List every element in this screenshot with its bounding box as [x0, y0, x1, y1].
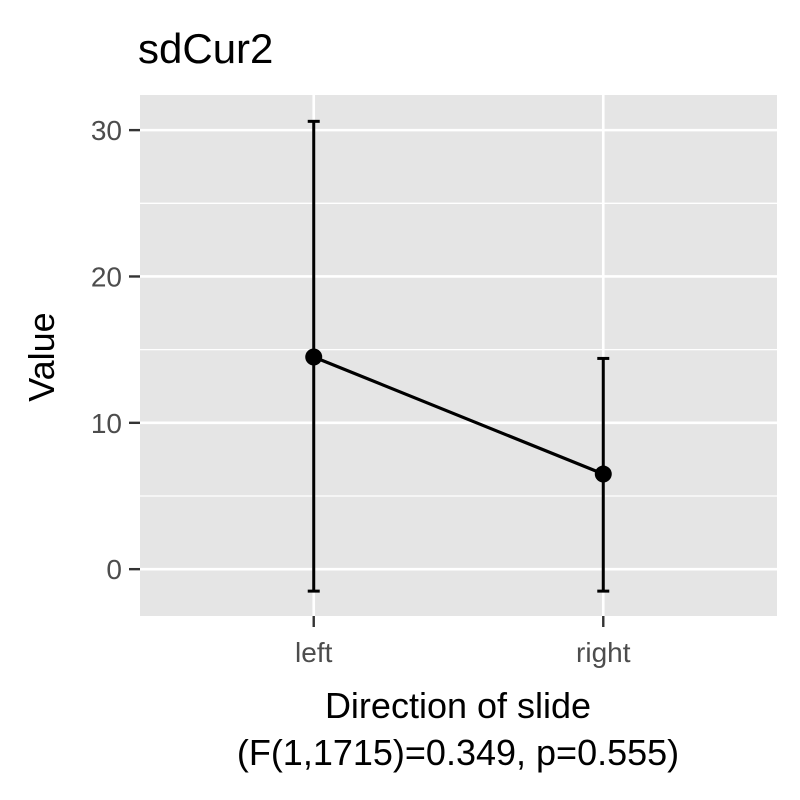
x-tick-label: left: [295, 637, 333, 668]
x-axis: left right: [295, 616, 631, 668]
y-axis: 0 10 20 30: [91, 115, 140, 585]
x-tick-label: right: [576, 637, 631, 668]
y-axis-title: Value: [21, 312, 62, 401]
data-point-left: [305, 348, 323, 366]
y-tick-label: 0: [106, 554, 122, 585]
chart-title: sdCur2: [138, 25, 273, 72]
series-layer: [305, 119, 612, 593]
y-tick-label: 30: [91, 115, 122, 146]
series-line: [313, 355, 604, 476]
x-axis-title: Direction of slide: [325, 685, 591, 726]
x-axis-subtitle: (F(1,1715)=0.349, p=0.555): [237, 732, 679, 773]
plot-panel: [140, 95, 777, 616]
y-tick-label: 20: [91, 261, 122, 292]
data-point-right: [594, 465, 612, 483]
y-tick-label: 10: [91, 408, 122, 439]
grid-minor: [140, 202, 777, 497]
